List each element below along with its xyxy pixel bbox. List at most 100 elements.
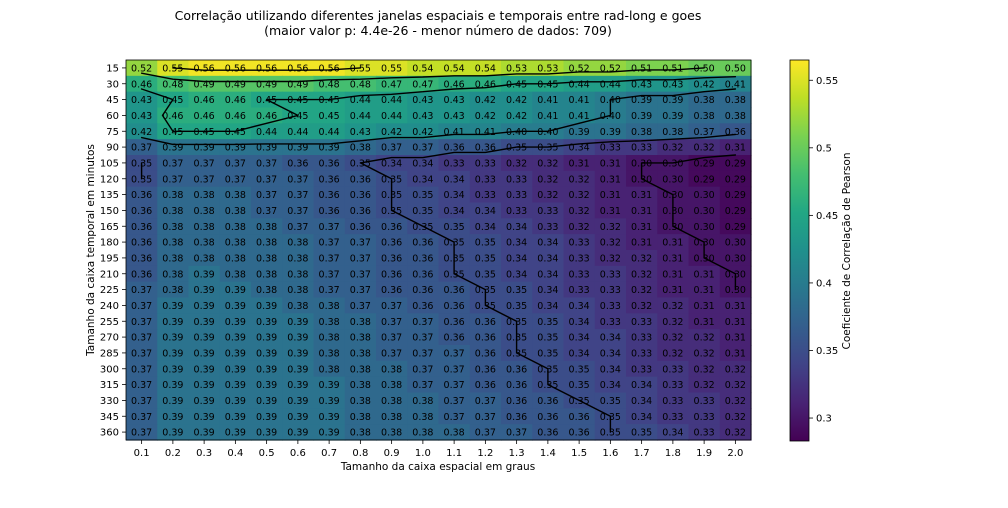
heatmap-cell (407, 329, 440, 346)
cell-value-label: 0.39 (287, 317, 308, 328)
x-tick-label: 1.1 (446, 448, 462, 459)
heatmap-cell (344, 265, 377, 283)
heatmap-cell (251, 202, 283, 219)
cell-value-label: 0.55 (381, 64, 402, 75)
cell-value-label: 0.31 (662, 285, 683, 296)
heatmap-cell (282, 123, 315, 140)
cell-value-label: 0.39 (162, 412, 183, 423)
cell-value-label: 0.37 (256, 159, 277, 170)
cell-value-label: 0.36 (131, 222, 152, 233)
heatmap-cell (626, 139, 658, 156)
cell-value-label: 0.39 (225, 349, 246, 360)
cell-value-label: 0.35 (569, 396, 590, 407)
heatmap-cell (626, 60, 658, 77)
heatmap-cell (626, 123, 658, 140)
heatmap-cell (282, 60, 315, 77)
cell-value-label: 0.44 (350, 95, 371, 106)
cell-value-label: 0.43 (444, 111, 465, 122)
cell-value-label: 0.39 (194, 333, 215, 344)
cell-value-label: 0.32 (725, 396, 746, 407)
x-tick-label: 0.4 (227, 448, 243, 459)
cell-value-label: 0.37 (319, 238, 340, 249)
heatmap-cell (251, 376, 283, 394)
heatmap-cell (532, 107, 565, 124)
cell-value-label: 0.30 (662, 174, 683, 185)
y-tick-label: 270 (100, 333, 119, 344)
x-axis-ticks: 0.1 0.2 0.3 0.4 0.5 0.6 0.7 0.8 0.9 1.0 1.1 1.2 1.3 1… (134, 440, 743, 459)
heatmap-cell (157, 345, 190, 362)
y-tick-label: 210 (100, 269, 119, 280)
heatmap-cell (438, 107, 471, 124)
x-tick-label: 1.3 (509, 448, 525, 459)
colorbar-label: Coeficiente de Correlação de Pearson (841, 153, 853, 350)
cell-value-label: 0.36 (537, 396, 558, 407)
cell-value-label: 0.38 (162, 206, 183, 217)
cell-value-label: 0.37 (194, 159, 215, 170)
cell-value-label: 0.44 (256, 127, 277, 138)
heatmap-cell (407, 360, 440, 378)
cell-value-label: 0.31 (600, 190, 621, 201)
y-tick-label: 45 (106, 95, 119, 106)
cell-value-label: 0.30 (631, 159, 652, 170)
cell-value-label: 0.43 (444, 95, 465, 106)
cell-value-label: 0.31 (725, 301, 746, 312)
cell-value-label: 0.43 (662, 79, 683, 90)
y-tick-label: 150 (100, 206, 119, 217)
heatmap-cell (251, 408, 283, 425)
heatmap-cell (469, 360, 502, 378)
heatmap-cell (594, 218, 627, 235)
cell-value-label: 0.33 (631, 333, 652, 344)
heatmap-cell (594, 281, 627, 299)
cell-value-label: 0.33 (694, 396, 715, 407)
cell-value-label: 0.30 (694, 238, 715, 249)
cell-value-label: 0.54 (412, 64, 433, 75)
heatmap-cell (219, 186, 252, 204)
cell-value-label: 0.32 (662, 143, 683, 154)
colorbar-tick-label: 0.55 (816, 76, 838, 87)
x-tick-label: 1.6 (602, 448, 618, 459)
cell-value-label: 0.31 (600, 159, 621, 170)
colorbar-tick-label: 0.3 (816, 414, 832, 425)
cell-value-label: 0.36 (412, 238, 433, 249)
heatmap-cell (657, 139, 690, 156)
heatmap-cell (501, 155, 533, 172)
heatmap-cell (532, 408, 565, 425)
y-tick-label: 360 (100, 428, 119, 439)
heatmap-cell (469, 123, 502, 140)
heatmap-cell (126, 297, 158, 314)
y-tick-label: 120 (100, 174, 119, 185)
heatmap-cell (657, 250, 690, 267)
heatmap-cell (438, 376, 471, 394)
cell-value-label: 0.34 (381, 159, 402, 170)
cell-value-label: 0.32 (631, 269, 652, 280)
heatmap-cell (344, 313, 377, 330)
heatmap-cell (188, 202, 221, 219)
heatmap-cell (469, 250, 502, 267)
cell-value-label: 0.36 (350, 190, 371, 201)
heatmap-cell (157, 218, 190, 235)
cell-value-label: 0.45 (506, 79, 527, 90)
heatmap-cell (563, 91, 596, 109)
heatmap-cell (407, 170, 440, 188)
cell-value-label: 0.38 (256, 285, 277, 296)
y-tick-label: 195 (100, 254, 119, 265)
cell-value-label: 0.32 (725, 380, 746, 391)
cell-value-label: 0.38 (194, 190, 215, 201)
contour-line (140, 88, 737, 146)
cell-value-label: 0.36 (381, 269, 402, 280)
heatmap-cell (563, 123, 596, 140)
cell-value-label: 0.38 (319, 317, 340, 328)
heatmap-cell (376, 345, 408, 362)
cell-value-label: 0.35 (506, 317, 527, 328)
cell-value-label: 0.52 (569, 64, 590, 75)
cell-value-label: 0.45 (162, 95, 183, 106)
cell-value-label: 0.39 (225, 428, 246, 439)
heatmap-cell (688, 107, 721, 124)
heatmap-cell (251, 313, 283, 330)
cell-value-label: 0.32 (506, 159, 527, 170)
colorbar-ticks: 0.3 0.35 0.4 0.45 0.5 0.55 (809, 76, 838, 425)
y-tick-label: 300 (100, 364, 119, 375)
cell-value-label: 0.36 (412, 269, 433, 280)
cell-value-label: 0.37 (350, 301, 371, 312)
cell-value-label: 0.33 (569, 238, 590, 249)
